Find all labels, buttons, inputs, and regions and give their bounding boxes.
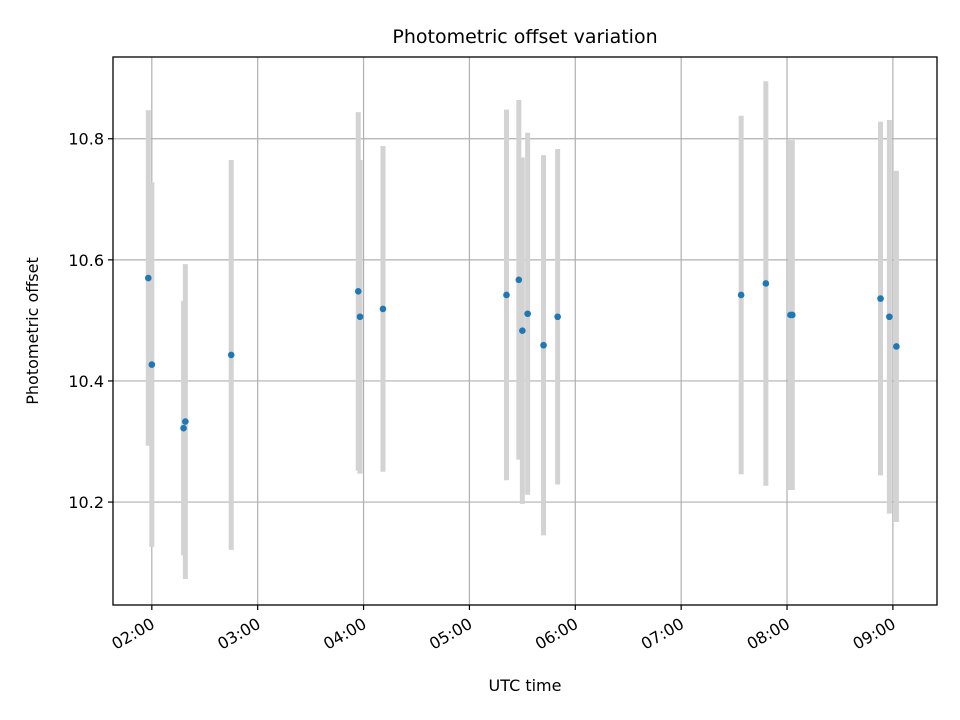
- x-tick-label: 07:00: [638, 614, 687, 654]
- x-tick-label: 05:00: [426, 614, 475, 654]
- data-point-18: [877, 295, 884, 302]
- data-point-5: [354, 288, 362, 295]
- x-axis-ticks: 02:00 03:00 04:00 05:00 06:00 07:00 08:00 09:00: [108, 605, 899, 654]
- data-point-7: [379, 305, 387, 313]
- data-point-6: [356, 313, 364, 321]
- y-tick-label: 10.6: [68, 251, 104, 270]
- data-point-3: [182, 418, 189, 425]
- data-point-17: [789, 311, 796, 319]
- plot-frame: [112, 56, 938, 606]
- data-point-20: [893, 343, 900, 350]
- x-tick-label: 06:00: [532, 614, 581, 654]
- data-point-8: [503, 291, 510, 299]
- x-tick-label: 02:00: [108, 614, 157, 654]
- x-tick-label: 08:00: [744, 614, 793, 654]
- data-point-19: [886, 313, 893, 321]
- data-point-15: [762, 280, 770, 287]
- y-tick-label: 10.4: [68, 372, 104, 391]
- y-axis-ticks: 10.2 10.4 10.6 10.8: [68, 130, 113, 512]
- grid: [113, 57, 937, 605]
- data-point-14: [737, 291, 745, 299]
- chart-title: Photometric offset variation: [392, 26, 657, 48]
- data-point-9: [515, 276, 523, 284]
- y-tick-label: 10.8: [68, 130, 104, 149]
- y-tick-label: 10.2: [68, 493, 104, 512]
- data-point-0: [144, 274, 152, 282]
- x-tick-label: 03:00: [214, 614, 263, 654]
- x-tick-label: 09:00: [849, 614, 898, 654]
- x-axis-label: UTC time: [489, 676, 562, 695]
- data-point-11: [524, 310, 531, 318]
- data-point-12: [540, 341, 547, 349]
- data-points: [144, 274, 900, 432]
- y-axis-label: Photometric offset: [23, 257, 42, 405]
- data-point-10: [519, 327, 526, 334]
- data-point-2: [180, 424, 187, 432]
- data-point-4: [227, 351, 235, 359]
- data-point-13: [554, 313, 561, 321]
- data-point-1: [148, 361, 156, 368]
- x-tick-label: 04:00: [320, 614, 369, 654]
